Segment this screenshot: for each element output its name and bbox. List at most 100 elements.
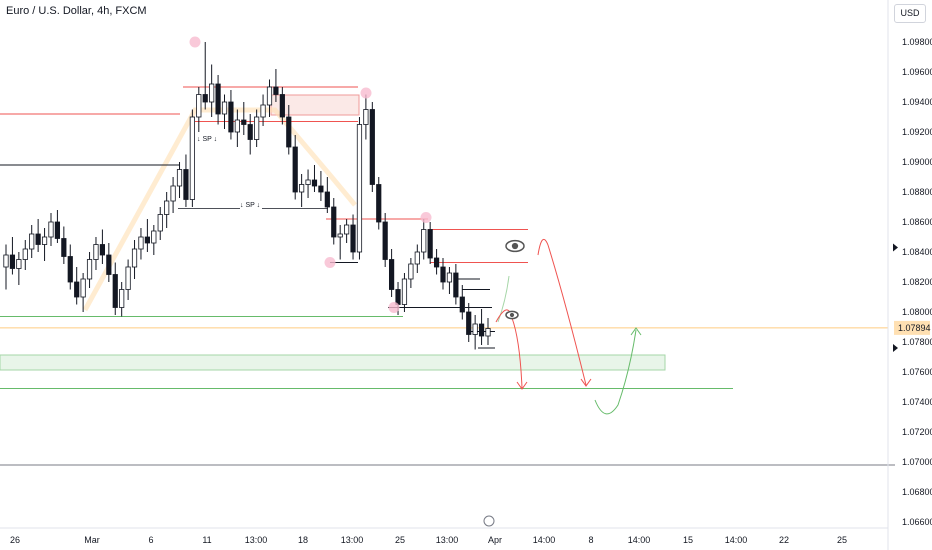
candle-body <box>61 238 67 257</box>
candle <box>215 75 221 125</box>
candle-body <box>221 101 228 115</box>
candle-body <box>279 94 285 118</box>
candle-body <box>22 248 28 260</box>
candle-body <box>144 236 150 244</box>
arrow-head-3 <box>630 327 642 336</box>
candle <box>144 219 150 252</box>
candle <box>48 213 54 246</box>
price-tick-label: 1.07800 <box>902 337 932 347</box>
candle <box>151 225 157 255</box>
candle-body <box>93 244 99 260</box>
candle-body <box>466 311 472 335</box>
candle-body <box>421 229 427 253</box>
candle-body <box>176 169 183 187</box>
price-tick-label: 1.09200 <box>902 127 932 137</box>
candle <box>80 273 86 312</box>
candle-body <box>112 274 118 308</box>
candle-body <box>376 184 382 223</box>
sp-label-2: ↓ SP ↓ <box>240 202 260 209</box>
candle <box>67 244 73 290</box>
candle-body <box>305 179 311 185</box>
candle-body <box>35 233 41 245</box>
time-tick-label: 18 <box>298 535 308 545</box>
eye-icon <box>505 239 525 253</box>
candle <box>74 267 80 305</box>
candle-body <box>86 259 93 280</box>
candle-body <box>299 184 305 193</box>
time-tick-label: 11 <box>202 535 211 545</box>
candle <box>299 174 305 207</box>
candle-body <box>453 272 459 298</box>
candle <box>196 87 202 132</box>
candle-body <box>241 119 247 125</box>
candle-body <box>209 83 215 103</box>
candle <box>421 219 427 260</box>
time-tick-label: Mar <box>84 535 100 545</box>
candle-body <box>16 259 22 269</box>
candle-body <box>138 236 144 250</box>
candle <box>241 102 247 135</box>
price-tick-label: 1.07200 <box>902 427 932 437</box>
swing-point-marker <box>420 212 432 223</box>
candle-body <box>324 191 330 208</box>
projection-down-arrow-2 <box>537 238 587 386</box>
candle-body <box>183 169 189 200</box>
projection-rebound-arrow <box>594 329 637 415</box>
candle <box>376 177 382 230</box>
price-tick-label: 1.08600 <box>902 217 932 227</box>
price-tick-label: 1.09600 <box>902 67 932 77</box>
projection-up-arrow <box>497 275 510 323</box>
candle-body <box>344 224 350 235</box>
last-price-tag <box>894 320 930 335</box>
candle-body <box>228 101 234 133</box>
candle <box>86 252 93 288</box>
candle <box>3 244 9 290</box>
candle-body <box>369 109 375 185</box>
candle <box>138 228 144 260</box>
candle-body <box>266 86 273 106</box>
projection-down-arrow-1 <box>495 309 523 389</box>
candle-body <box>485 328 491 337</box>
candle-body <box>286 116 292 148</box>
candle <box>125 259 131 300</box>
swing-point-marker <box>360 87 372 99</box>
swing-point-marker <box>189 36 201 48</box>
price-tick-label: 1.09400 <box>902 97 932 107</box>
candle <box>356 117 363 260</box>
candle-body <box>331 206 337 238</box>
candle <box>131 240 138 279</box>
time-tick-label: 26 <box>10 535 20 545</box>
price-tick-label: 1.08400 <box>902 247 932 257</box>
candle <box>22 240 28 270</box>
arrow-head-2 <box>580 378 592 387</box>
candle <box>369 102 375 192</box>
candle <box>292 135 298 200</box>
candle <box>176 162 183 198</box>
symbol-title: Euro / U.S. Dollar, 4h, FXCM <box>6 5 147 17</box>
currency-button[interactable]: USD <box>894 4 926 23</box>
candle-body <box>164 200 170 215</box>
price-tick-label: 1.06600 <box>902 517 932 527</box>
candle-body <box>401 278 408 305</box>
time-tick-label: 13:00 <box>436 535 459 545</box>
candle-body <box>189 116 195 200</box>
price-tick-label: 1.09800 <box>902 37 932 47</box>
candle-body <box>254 116 260 140</box>
candle-body <box>151 230 157 244</box>
candle <box>183 154 189 207</box>
candle <box>472 315 478 350</box>
candle <box>202 42 208 110</box>
candle <box>234 109 240 147</box>
candle <box>466 303 472 342</box>
candle <box>286 105 292 155</box>
candle <box>318 171 324 201</box>
candle <box>29 225 35 258</box>
eye-icon <box>505 310 519 320</box>
candle-body <box>478 323 485 337</box>
candle-body <box>273 86 279 95</box>
candle <box>279 87 285 125</box>
candle-body <box>350 224 356 253</box>
candle <box>485 318 491 345</box>
candle-body <box>459 296 465 313</box>
